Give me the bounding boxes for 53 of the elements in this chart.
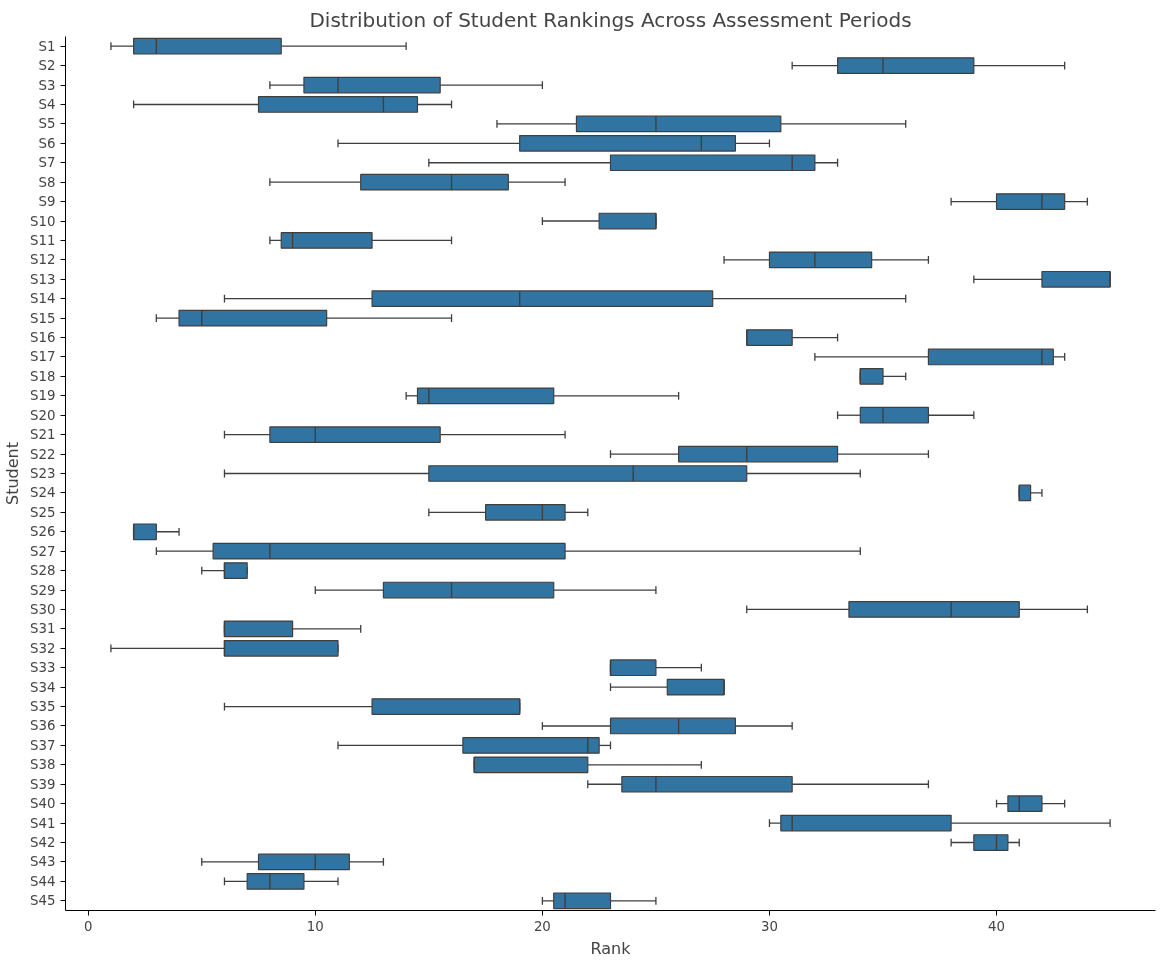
y-tick-label: S6 [38,135,56,151]
y-tick-label: S31 [30,621,56,637]
y-tick-label: S43 [30,854,56,870]
y-tick-label: S16 [30,330,56,346]
y-tick-label: S5 [38,116,56,132]
y-tick-label: S41 [30,815,56,831]
y-tick-label: S21 [30,427,56,443]
x-tick-label: 40 [988,918,1006,934]
y-tick-label: S18 [30,368,56,384]
y-tick-label: S8 [38,174,56,190]
y-tick-label: S11 [30,232,56,248]
y-tick-label: S32 [30,640,56,656]
y-tick-label: S2 [38,58,56,74]
y-tick-label: S22 [30,446,56,462]
y-tick-label: S14 [30,291,56,307]
y-axis-title: Student [3,442,23,505]
y-tick-label: S33 [30,660,56,676]
y-tick-label: S15 [30,310,56,326]
y-tick-label: S30 [30,601,56,617]
y-tick-label: S12 [30,252,56,268]
y-tick-label: S34 [30,679,56,695]
y-tick-label: S23 [30,466,56,481]
y-tick-label: S3 [38,77,56,93]
y-tick-label: S19 [30,388,56,404]
y-tick-label: S36 [30,718,56,734]
y-tick-label: S26 [30,524,56,540]
x-tick-label: 30 [760,918,778,934]
x-axis-title: Rank [590,938,632,958]
y-tick-label: S28 [30,563,56,579]
y-tick-label: S39 [30,776,56,792]
x-tick-label: 10 [306,918,324,934]
y-tick-label: S27 [30,543,56,559]
y-tick-label: S44 [30,873,56,889]
x-tick-label: 20 [533,918,551,934]
y-tick-label: S45 [30,893,56,909]
y-tick-label: S17 [30,349,56,365]
y-tick-label: S24 [30,485,56,501]
y-tick-label: S25 [30,504,56,520]
y-tick-label: S9 [38,194,56,210]
x-tick-label: 0 [83,918,93,934]
y-tick-label: S20 [30,407,56,423]
chart-title: Distribution of Student Rankings Across Assessment Periods [309,7,912,32]
y-tick-label: S29 [30,582,56,598]
y-tick-label: S1 [38,38,56,54]
y-tick-label: S40 [30,796,56,812]
y-tick-label: S13 [30,271,56,287]
y-tick-label: S10 [30,213,56,229]
y-tick-label: S38 [30,757,56,773]
y-tick-label: S7 [38,155,56,171]
y-tick-label: S42 [30,835,56,851]
y-tick-label: S37 [30,737,56,753]
y-tick-label: S4 [38,96,56,112]
y-tick-label: S35 [30,699,56,715]
